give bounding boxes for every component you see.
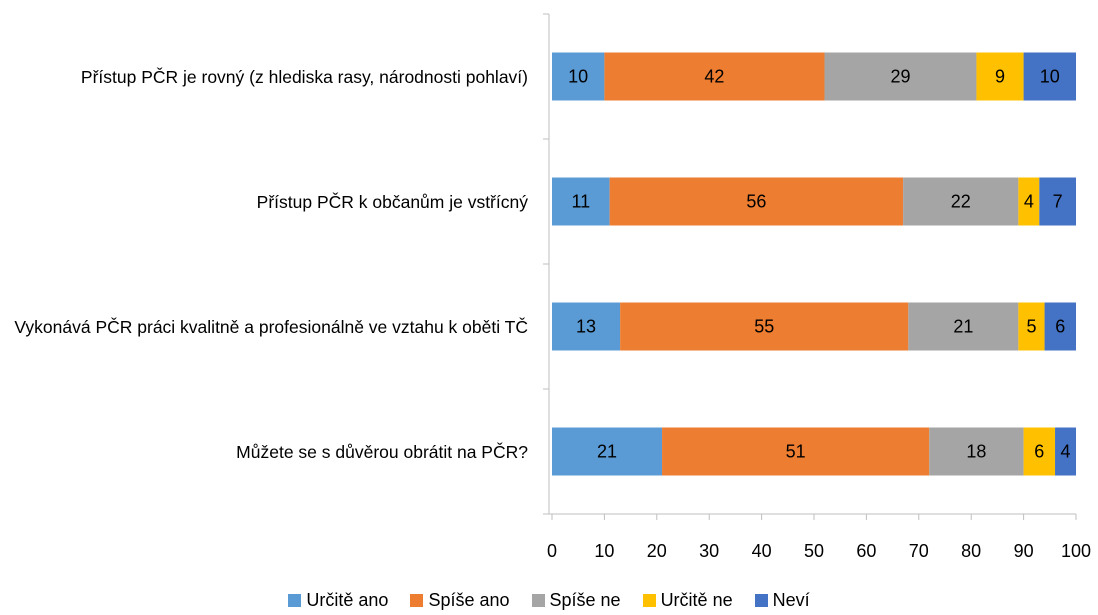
category-label: Můžete se s důvěrou obrátit na PČR? [236, 441, 528, 462]
data-label: 51 [786, 441, 806, 461]
data-label: 11 [571, 191, 590, 211]
data-label: 6 [1055, 316, 1065, 336]
data-label: 5 [1026, 316, 1036, 336]
legend-swatch [754, 594, 768, 607]
legend-label: Určitě ano [306, 590, 389, 610]
bar-segment [1023, 427, 1056, 476]
bar-segment [552, 302, 621, 351]
category-label: Přístup PČR je rovný (z hlediska rasy, n… [80, 66, 528, 87]
legend: Určitě ano Spíše ano Spíše ne Určitě ne Neví [0, 590, 1098, 611]
legend-swatch [410, 594, 424, 607]
x-tick-label: 20 [647, 541, 667, 561]
x-tick-label: 0 [547, 541, 557, 561]
data-label: 13 [576, 316, 596, 336]
bar-segment [903, 177, 1019, 226]
data-label: 56 [746, 191, 766, 211]
data-label: 21 [953, 316, 973, 336]
bar-segment [1018, 177, 1040, 226]
bar-segment [662, 427, 930, 476]
bar-segment [824, 52, 977, 101]
legend-swatch [642, 594, 656, 607]
legend-item: Neví [754, 590, 810, 611]
data-label: 4 [1061, 441, 1071, 461]
bar-segment [908, 302, 1019, 351]
bar-segment [1055, 427, 1076, 476]
data-label: 22 [951, 191, 971, 211]
data-label: 10 [1040, 66, 1060, 86]
x-tick-label: 70 [909, 541, 929, 561]
data-label: 55 [754, 316, 774, 336]
x-tick-label: 60 [856, 541, 876, 561]
x-tick-label: 10 [594, 541, 614, 561]
bar-segment [552, 52, 605, 101]
bar-segment [1018, 302, 1045, 351]
legend-item: Určitě ano [288, 590, 388, 611]
bar-segment [552, 177, 610, 226]
data-label: 29 [890, 66, 910, 86]
bar-segment [1044, 302, 1076, 351]
legend-item: Spíše ne [531, 590, 621, 611]
x-tick-label: 30 [699, 541, 719, 561]
data-label: 10 [568, 66, 588, 86]
x-tick-label: 50 [804, 541, 824, 561]
bar-segment [929, 427, 1024, 476]
bar-segment [604, 52, 825, 101]
legend-item: Spíše ano [410, 590, 510, 611]
x-tick-label: 90 [1014, 541, 1034, 561]
legend-label: Spíše ne [549, 590, 621, 610]
legend-label: Neví [772, 590, 810, 610]
bar-segment [976, 52, 1024, 101]
bar-segment [1023, 52, 1076, 101]
data-label: 9 [995, 66, 1005, 86]
bar-segment [1039, 177, 1076, 226]
legend-label: Spíše ano [428, 590, 510, 610]
data-label: 4 [1024, 191, 1034, 211]
bar-segment [609, 177, 904, 226]
bar-segment [620, 302, 909, 351]
legend-label: Určitě ne [660, 590, 733, 610]
bar-segment [552, 427, 663, 476]
x-tick-label: 40 [752, 541, 772, 561]
category-label: Vykonává PČR práci kvalitně a profesioná… [14, 316, 528, 337]
data-label: 42 [704, 66, 724, 86]
legend-item: Určitě ne [642, 590, 733, 611]
category-label: Přístup PČR k občanům je vstřícný [256, 191, 528, 212]
data-label: 6 [1034, 441, 1044, 461]
data-label: 21 [597, 441, 617, 461]
x-tick-label: 100 [1061, 541, 1091, 561]
legend-swatch [531, 594, 545, 607]
data-label: 18 [966, 441, 986, 461]
legend-swatch [288, 594, 302, 607]
data-label: 7 [1053, 191, 1063, 211]
x-tick-label: 80 [961, 541, 981, 561]
